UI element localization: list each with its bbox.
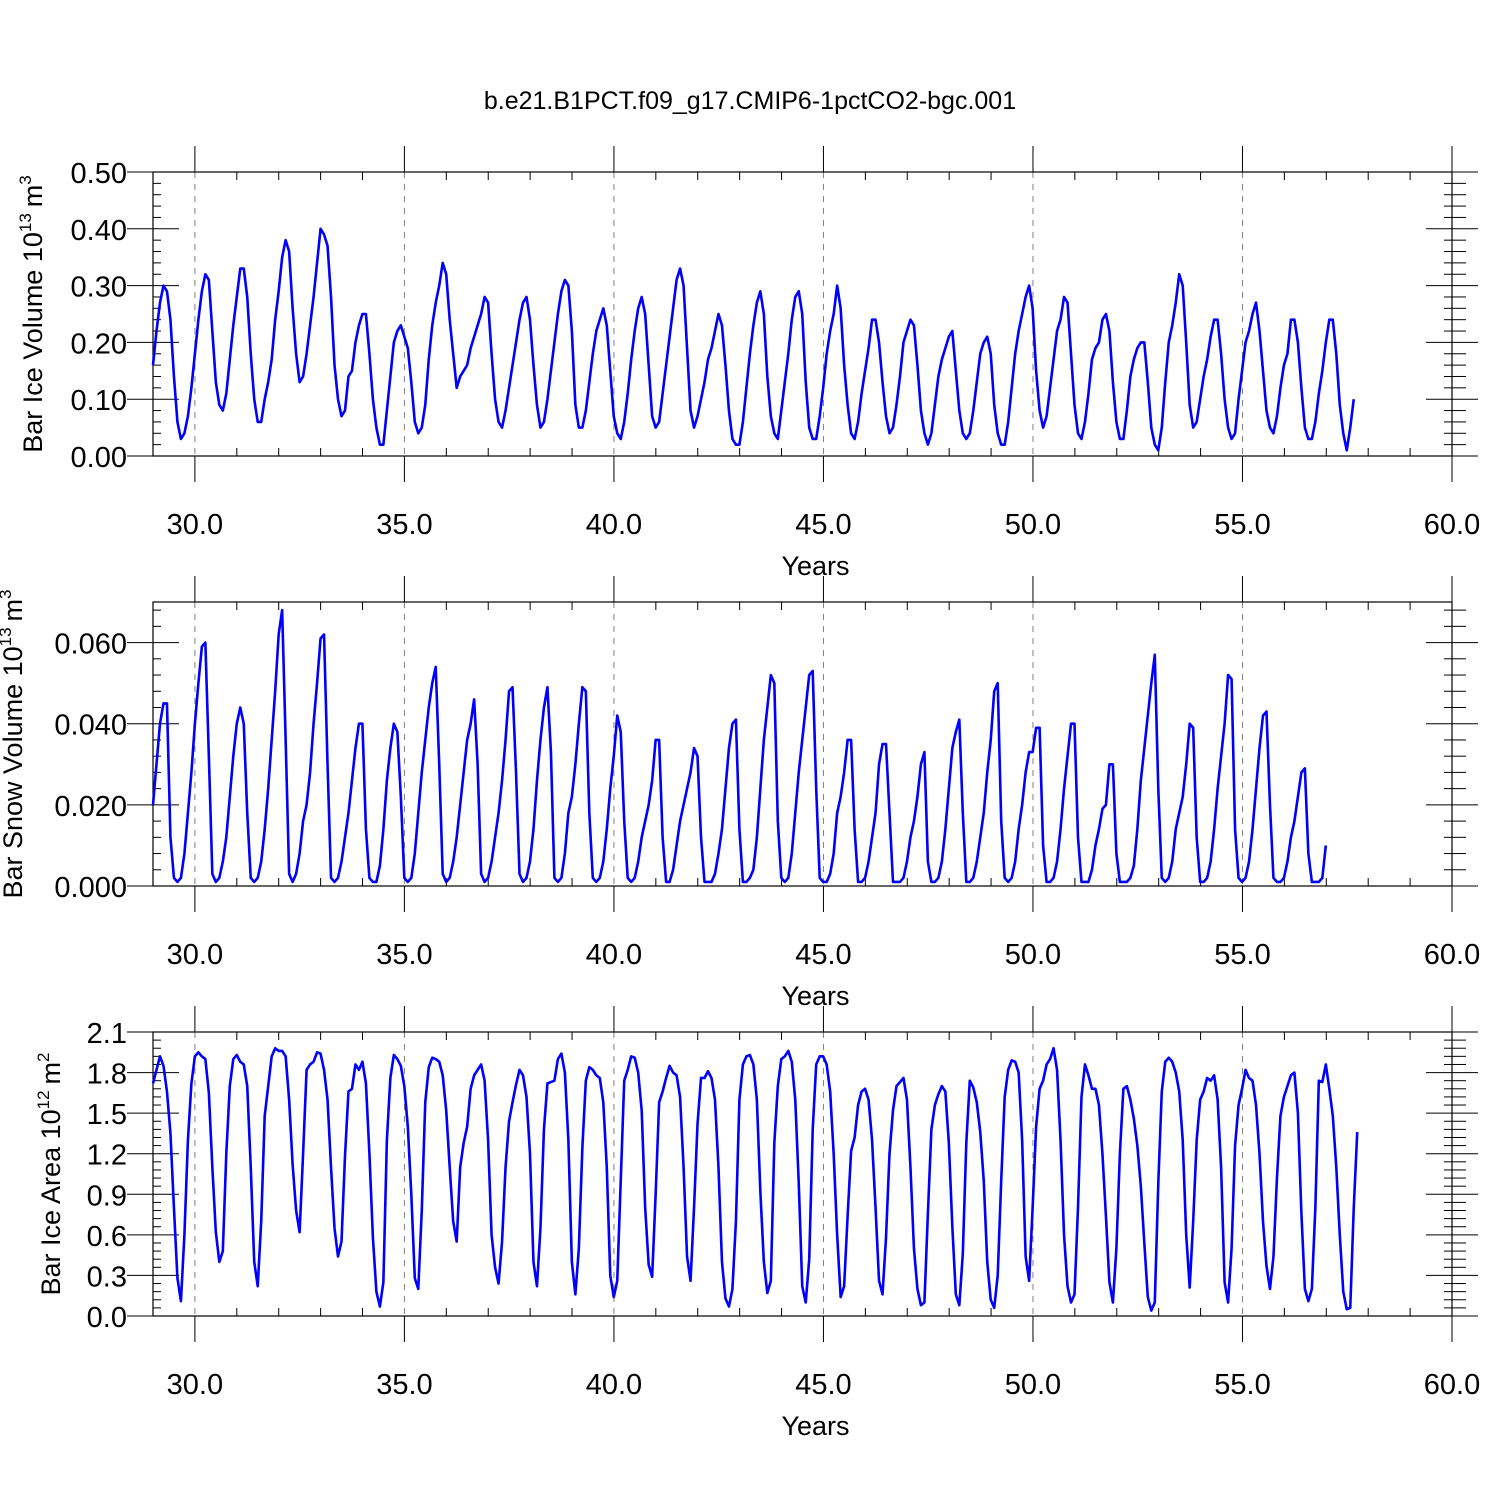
- y-tick-label: 0.000: [54, 872, 127, 904]
- x-tick-label: 60.0: [1424, 509, 1480, 541]
- x-tick-label: 55.0: [1214, 1369, 1270, 1401]
- y-tick-label: 0.020: [54, 791, 127, 823]
- y-axis-label-unit: m: [0, 599, 28, 622]
- chart-title: b.e21.B1PCT.f09_g17.CMIP6-1pctCO2-bgc.00…: [484, 87, 1016, 115]
- y-tick-label: 0.40: [71, 215, 127, 247]
- y-tick-label: 0.30: [71, 272, 127, 304]
- plot-frame: [152, 171, 1453, 457]
- series-line: [151, 1046, 1359, 1312]
- x-tick-label: 30.0: [167, 1369, 223, 1401]
- y-tick-label: 1.2: [87, 1140, 127, 1172]
- y-tick-label: 0.6: [87, 1221, 127, 1253]
- y-tick-label: 0.20: [71, 328, 127, 360]
- y-axis-label: Bar Snow Volume 1013 m3: [0, 589, 28, 898]
- y-tick-label: 0.0: [87, 1302, 127, 1334]
- y-tick-label: 0.060: [54, 629, 127, 661]
- panel-snow-volume: 30.0 35.0 40.0 45.0 50.0 55.0 60.0 0.000 0.020 0.…: [0, 576, 1480, 1011]
- y-axis-label-exponent: 13: [0, 627, 15, 646]
- y-tick-label: 0.00: [71, 442, 127, 474]
- y-tick-label: 0.9: [87, 1180, 127, 1212]
- y-tick-label: 0.50: [71, 158, 127, 190]
- y-axis-label-unit-exponent: 2: [34, 1052, 53, 1061]
- y-axis-label-main: Bar Ice Area 10: [36, 1109, 66, 1295]
- y-tick-label: 1.5: [87, 1099, 127, 1131]
- x-tick-label: 45.0: [795, 1369, 851, 1401]
- x-tick-label: 55.0: [1214, 939, 1270, 971]
- y-axis-label-unit-exponent: 3: [16, 175, 35, 184]
- y-axis-label-exponent: 12: [34, 1090, 53, 1109]
- y-tick-label: 2.1: [87, 1018, 127, 1050]
- x-tick-label: 35.0: [376, 509, 432, 541]
- plot-frame: [152, 1031, 1453, 1317]
- y-tick-label: 0.040: [54, 710, 127, 742]
- plot-frame: [152, 601, 1453, 887]
- x-tick-label: 40.0: [586, 939, 642, 971]
- x-tick-label: 40.0: [586, 509, 642, 541]
- y-axis-label: Bar Ice Area 1012 m2: [34, 1052, 66, 1295]
- series-line: [151, 608, 1328, 884]
- y-axis-label-main: Bar Ice Volume 10: [18, 232, 48, 453]
- x-tick-label: 50.0: [1005, 939, 1061, 971]
- panel-ice-area: 30.0 35.0 40.0 45.0 50.0 55.0 60.0 0.0 0.3 0.6 0.9…: [34, 1006, 1480, 1441]
- y-axis-label-exponent: 13: [16, 213, 35, 232]
- x-tick-label: 35.0: [376, 939, 432, 971]
- x-tick-label: 45.0: [795, 939, 851, 971]
- x-tick-label: 50.0: [1005, 1369, 1061, 1401]
- y-tick-label: 0.3: [87, 1261, 127, 1293]
- y-axis-label-unit: m: [18, 185, 48, 208]
- x-tick-label: 30.0: [167, 939, 223, 971]
- x-tick-label: 30.0: [167, 509, 223, 541]
- y-tick-label: 1.8: [87, 1059, 127, 1091]
- x-tick-label: 60.0: [1424, 939, 1480, 971]
- y-axis-label-main: Bar Snow Volume 10: [0, 646, 28, 898]
- panel-ice-volume: 30.0 35.0 40.0 45.0 50.0 55.0 60.0 0.00 0.10 0.20…: [16, 146, 1480, 581]
- x-axis-label: Years: [781, 551, 849, 581]
- y-axis-label-unit-exponent: 3: [0, 589, 15, 598]
- x-axis-label: Years: [781, 1411, 849, 1441]
- x-tick-label: 35.0: [376, 1369, 432, 1401]
- x-axis-label: Years: [781, 981, 849, 1011]
- y-tick-label: 0.10: [71, 385, 127, 417]
- y-axis-label: Bar Ice Volume 1013 m3: [16, 175, 48, 453]
- x-tick-label: 50.0: [1005, 509, 1061, 541]
- x-tick-label: 60.0: [1424, 1369, 1480, 1401]
- series-line: [151, 227, 1356, 452]
- x-tick-label: 40.0: [586, 1369, 642, 1401]
- y-axis-label-unit: m: [36, 1062, 66, 1085]
- x-tick-label: 55.0: [1214, 509, 1270, 541]
- x-tick-label: 45.0: [795, 509, 851, 541]
